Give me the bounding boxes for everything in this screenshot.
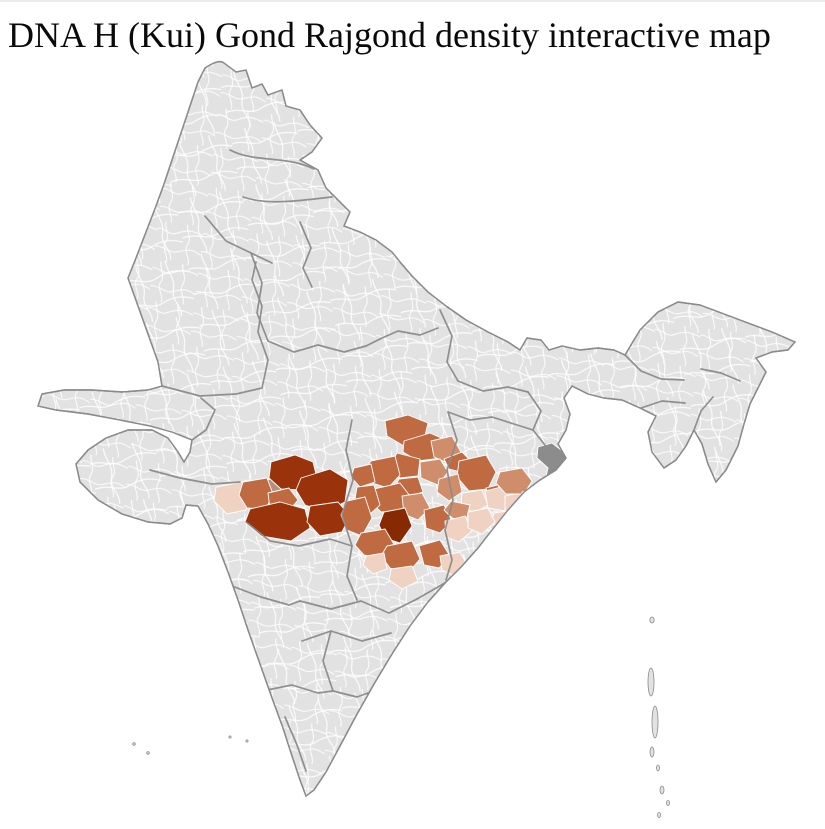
district-low[interactable] <box>467 507 496 535</box>
state-borders <box>149 149 741 772</box>
district-mid_high[interactable] <box>306 501 351 537</box>
top-hairline <box>0 0 825 2</box>
district-low[interactable] <box>362 552 388 575</box>
lakshadweep-islands <box>132 735 249 755</box>
district-low[interactable] <box>504 491 533 517</box>
india-map-svg[interactable] <box>0 59 825 829</box>
district-low[interactable] <box>388 565 419 590</box>
andaman-nicobar-islands <box>647 616 670 818</box>
page-title: DNA H (Kui) Gond Rajgond density interac… <box>8 15 771 55</box>
district-mid_low[interactable] <box>436 473 463 502</box>
india-choropleth-map[interactable] <box>0 59 825 829</box>
district-low[interactable] <box>521 487 549 514</box>
